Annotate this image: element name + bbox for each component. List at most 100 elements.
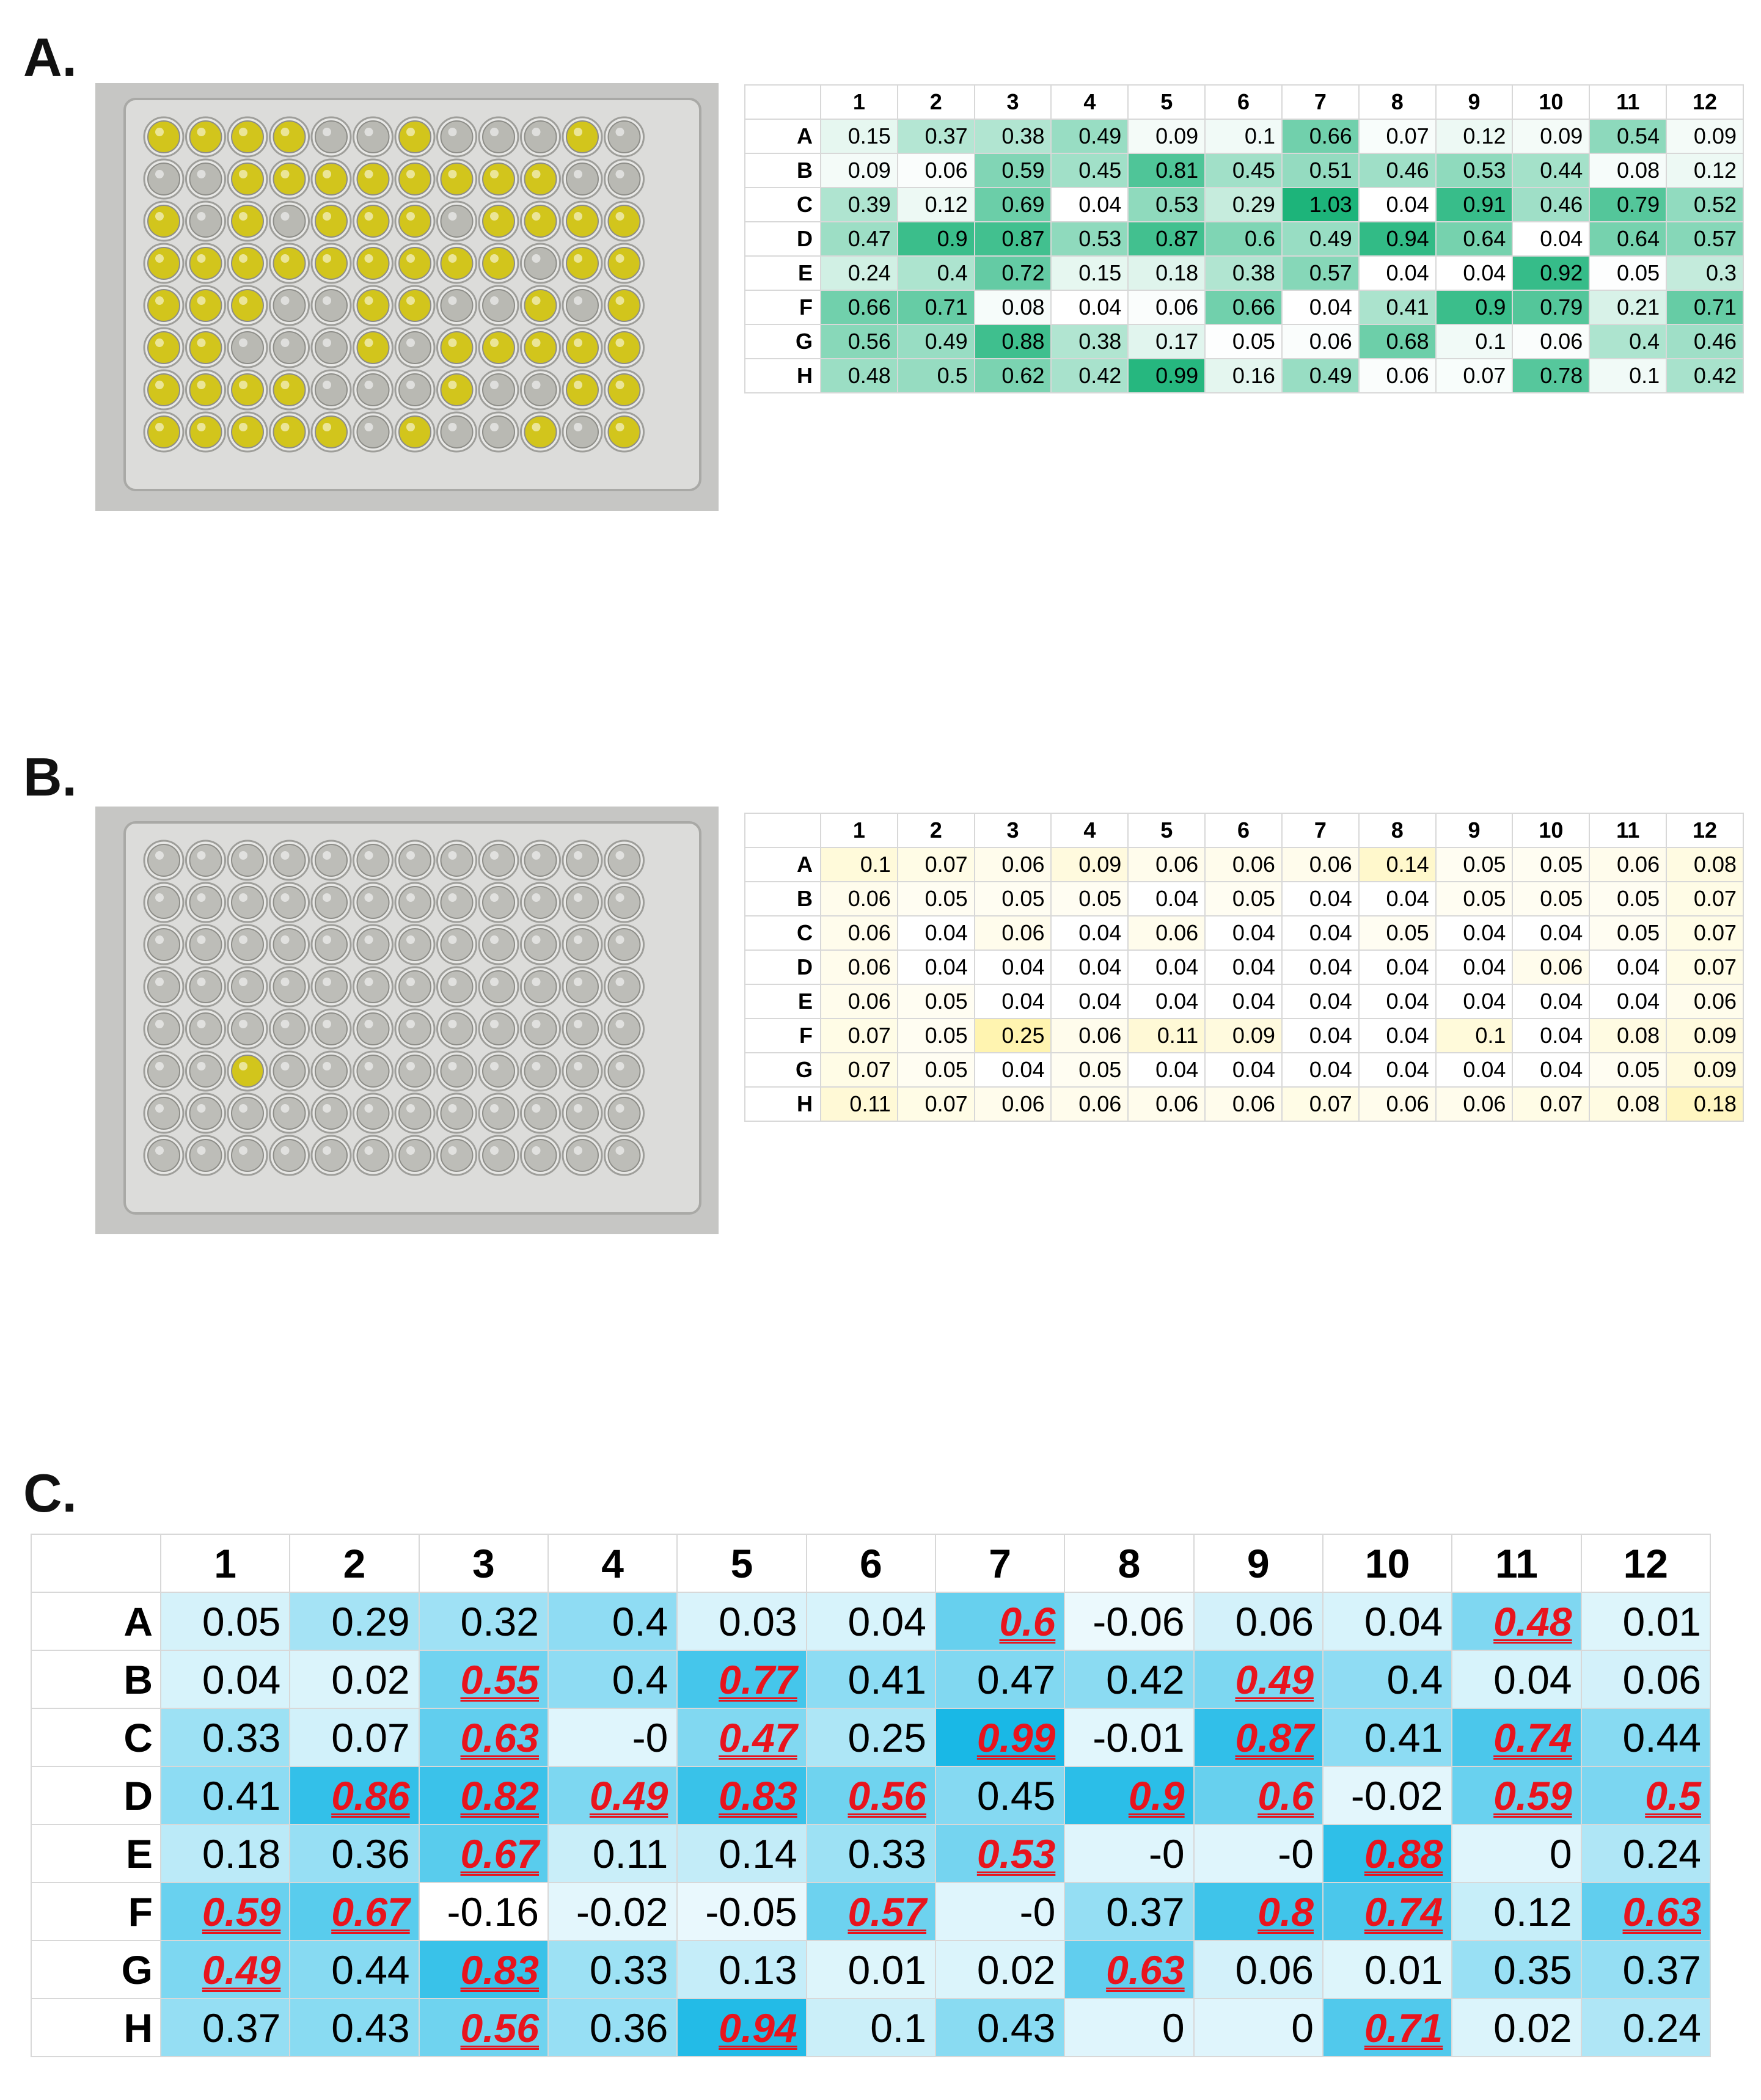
heatmap-cell: 0.87 <box>973 221 1052 257</box>
heatmap-cell: 0.63 <box>1580 1882 1712 1941</box>
table-row: D 0.47 0.9 0.87 0.53 0.87 0.6 0.49 0.94 0.64 0.04 0… <box>744 221 1744 257</box>
heatmap-cell: 0.07 <box>820 1018 898 1053</box>
plate-well <box>143 924 185 965</box>
header-row: 1 2 3 4 5 6 7 8 9 10 11 12 <box>744 813 1744 848</box>
plate-well <box>478 1050 519 1092</box>
heatmap-cell: 0.88 <box>1322 1824 1453 1883</box>
column-header: 4 <box>547 1534 678 1593</box>
heatmap-cell: 0.72 <box>973 255 1052 291</box>
heatmap-cell: 0.63 <box>1064 1940 1195 1999</box>
row-header: F <box>31 1882 161 1941</box>
heatmap-cell: 0.99 <box>1127 358 1206 393</box>
plate-well <box>185 924 226 965</box>
heatmap-cell: 0.94 <box>676 1998 807 2057</box>
heatmap-cell: 0.59 <box>973 153 1052 188</box>
heatmap-cell: 0.04 <box>1281 881 1360 916</box>
heatmap-cell: 0.06 <box>973 915 1052 951</box>
heatmap-cell: 0.06 <box>1193 1940 1323 1999</box>
heatmap-cell: 0.9 <box>1435 290 1514 325</box>
heatmap-cell: 0.06 <box>1050 1018 1129 1053</box>
heatmap-cell: 0.08 <box>973 290 1052 325</box>
plate-well <box>520 411 561 453</box>
plate-well <box>436 411 477 453</box>
plate-well <box>394 116 436 158</box>
table-row: C 0.39 0.12 0.69 0.04 0.53 0.29 1.03 0.04 0.91 0.4… <box>744 187 1744 222</box>
plate-well <box>436 840 477 881</box>
plate-well <box>227 369 268 411</box>
column-header: 5 <box>676 1534 807 1593</box>
plate-well <box>227 1092 268 1134</box>
table-row: E 0.06 0.05 0.04 0.04 0.04 0.04 0.04 0.04 0.04 0.0… <box>744 984 1744 1019</box>
column-header: 2 <box>289 1534 420 1593</box>
plate-well <box>269 840 310 881</box>
column-header: 6 <box>1204 84 1283 120</box>
heatmap-cell: 0.07 <box>289 1708 420 1767</box>
plate-well <box>353 411 394 453</box>
plate-well <box>436 966 477 1008</box>
panel-label-c: C. <box>23 1463 77 1523</box>
heatmap-cell: 0.15 <box>1050 255 1129 291</box>
heatmap-cell: 0.45 <box>934 1766 1066 1825</box>
plate-well <box>520 285 561 326</box>
heatmap-cell: 0.42 <box>1666 358 1744 393</box>
plate-well <box>269 1008 310 1050</box>
column-header: 10 <box>1512 813 1591 848</box>
heatmap-cell: 0.38 <box>973 119 1052 154</box>
heatmap-cell: 0.04 <box>1435 984 1514 1019</box>
plate-well <box>185 285 226 326</box>
heatmap-cell: 0.06 <box>1358 358 1437 393</box>
heatmap-cell: 0.06 <box>1358 1086 1437 1122</box>
heatmap-cell: 0.37 <box>1580 1940 1712 1999</box>
plate-photo-b <box>95 807 719 1234</box>
heatmap-cell: 0.09 <box>1127 119 1206 154</box>
heatmap-cell: 0.71 <box>1322 1998 1453 2057</box>
heatmap-cell: 0.06 <box>896 153 975 188</box>
heatmap-cell: 0.06 <box>973 847 1052 882</box>
plate-well <box>227 840 268 881</box>
heatmap-cell: 0.92 <box>1512 255 1591 291</box>
heatmap-cell: 0.04 <box>1322 1592 1453 1651</box>
plate-well <box>185 1092 226 1134</box>
table-row: H 0.11 0.07 0.06 0.06 0.06 0.06 0.07 0.06 0.06 0.0… <box>744 1086 1744 1122</box>
column-header: 5 <box>1127 813 1206 848</box>
plate-well <box>604 158 645 200</box>
row-header: H <box>744 1086 821 1122</box>
plate-well <box>604 882 645 923</box>
plate-well <box>227 200 268 242</box>
heatmap-cell: 0.11 <box>820 1086 898 1122</box>
row-header: E <box>744 984 821 1019</box>
plate-well <box>353 327 394 368</box>
heatmap-cell: 0.91 <box>1435 187 1514 222</box>
heatmap-cell: 0.53 <box>1435 153 1514 188</box>
table-row: B 0.04 0.02 0.55 0.4 0.77 0.41 0.47 0.42 0.49 0.4 0… <box>31 1650 1712 1709</box>
column-header: 10 <box>1512 84 1591 120</box>
heatmap-cell: 0.06 <box>820 915 898 951</box>
plate-well <box>185 882 226 923</box>
heatmap-cell: 0.05 <box>159 1592 291 1651</box>
plate-well <box>353 200 394 242</box>
row-header: G <box>744 324 821 359</box>
heatmap-cell: 0.12 <box>1435 119 1514 154</box>
heatmap-cell: 0.06 <box>820 881 898 916</box>
plate-well <box>604 1008 645 1050</box>
column-header: 7 <box>1281 84 1360 120</box>
row-header: C <box>31 1708 161 1767</box>
heatmap-cell: 0.05 <box>896 984 975 1019</box>
table-row: C 0.33 0.07 0.63 -0 0.47 0.25 0.99 -0.01 0.87 0.41… <box>31 1708 1712 1767</box>
heatmap-cell: 0.05 <box>896 1018 975 1053</box>
heatmap-cell: 0.06 <box>1127 915 1206 951</box>
column-header: 12 <box>1666 84 1744 120</box>
heatmap-cell: 0.07 <box>820 1052 898 1088</box>
plate-well <box>353 158 394 200</box>
plate-well <box>478 158 519 200</box>
plate-well <box>353 285 394 326</box>
heatmap-cell: 0.04 <box>1050 984 1129 1019</box>
heatmap-cell: 0.12 <box>1666 153 1744 188</box>
heatmap-cell: 0.04 <box>896 915 975 951</box>
plate-well <box>394 840 436 881</box>
heatmap-cell: 0.04 <box>1281 949 1360 985</box>
heatmap-cell: 0.04 <box>1281 1018 1360 1053</box>
plate-well <box>310 411 352 453</box>
plate-well <box>562 1135 603 1176</box>
plate-well <box>269 116 310 158</box>
